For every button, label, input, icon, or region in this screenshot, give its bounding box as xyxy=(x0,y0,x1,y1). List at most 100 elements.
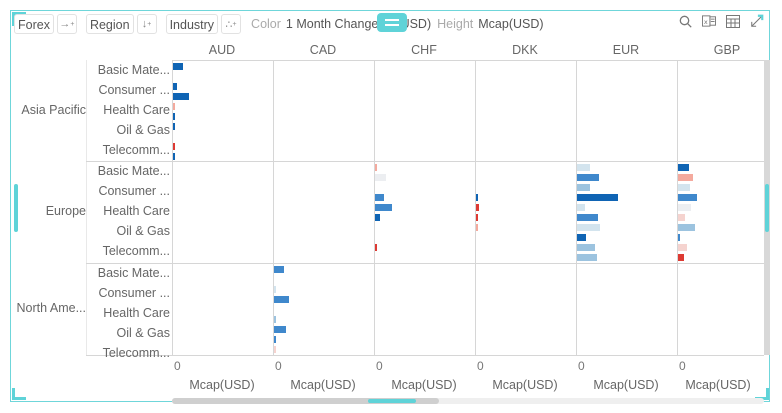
bar-mark[interactable] xyxy=(678,184,690,191)
bar-mark[interactable] xyxy=(476,194,478,201)
industry-label[interactable]: Oil & Gas xyxy=(116,224,171,238)
column-header: CAD xyxy=(309,43,337,57)
bar-mark[interactable] xyxy=(577,214,598,221)
excel-export-icon[interactable]: x xyxy=(702,14,716,28)
bar-mark[interactable] xyxy=(173,83,177,90)
resize-corner-top-left[interactable] xyxy=(12,12,26,15)
search-icon[interactable] xyxy=(678,14,692,28)
horizontal-scroll-grip[interactable] xyxy=(368,399,416,403)
axis-tick-label: 0 xyxy=(578,359,585,373)
left-resize-grip[interactable] xyxy=(14,184,18,232)
bar-mark[interactable] xyxy=(375,194,384,201)
vertical-scroll-grip[interactable] xyxy=(765,184,769,232)
bar-mark[interactable] xyxy=(577,184,590,191)
bar-mark[interactable] xyxy=(274,336,276,343)
resize-corner-bottom-right[interactable] xyxy=(766,388,769,400)
bar-mark[interactable] xyxy=(375,214,380,221)
bar-mark[interactable] xyxy=(274,346,276,353)
bar-mark[interactable] xyxy=(577,234,586,241)
grid-line-horizontal xyxy=(86,355,764,356)
region-label[interactable]: North Ame... xyxy=(16,301,86,315)
bar-mark[interactable] xyxy=(678,174,693,181)
bar-mark[interactable] xyxy=(678,224,695,231)
horizontal-scrollbar-track[interactable] xyxy=(172,398,764,404)
bar-mark[interactable] xyxy=(476,214,478,221)
industry-label[interactable]: Telecomm... xyxy=(102,244,170,258)
axis-title: Mcap(USD) xyxy=(492,378,558,392)
grid-line-vertical xyxy=(374,60,375,355)
industry-label[interactable]: Consumer ... xyxy=(98,286,170,300)
bar-mark[interactable] xyxy=(577,164,590,171)
industry-label[interactable]: Telecomm... xyxy=(102,346,170,359)
bar-mark[interactable] xyxy=(577,224,600,231)
region-label[interactable]: Asia Pacific xyxy=(21,102,86,117)
bar-mark[interactable] xyxy=(173,103,175,110)
bar-mark[interactable] xyxy=(678,164,689,171)
bar-mark[interactable] xyxy=(274,266,284,273)
region-label[interactable]: Europe xyxy=(45,204,86,218)
bar-mark[interactable] xyxy=(375,164,377,171)
bar-mark[interactable] xyxy=(173,113,175,120)
bar-mark[interactable] xyxy=(577,194,618,201)
bar-mark[interactable] xyxy=(678,244,687,251)
add-column-level-icon[interactable]: → + xyxy=(56,14,77,34)
level-region-chip[interactable]: Region xyxy=(85,14,134,34)
drag-handle-icon[interactable] xyxy=(377,13,407,32)
industry-label[interactable]: Oil & Gas xyxy=(116,326,171,340)
resize-corner-top-left-v[interactable] xyxy=(12,12,15,26)
bar-mark[interactable] xyxy=(375,204,392,211)
axis-tick-label: 0 xyxy=(477,359,484,373)
axis-tick-label: 0 xyxy=(679,359,686,373)
grid-line-horizontal xyxy=(86,263,764,264)
bar-mark[interactable] xyxy=(173,93,189,100)
toolbar-actions: x xyxy=(678,14,764,28)
bar-mark[interactable] xyxy=(274,286,276,293)
bar-mark[interactable] xyxy=(173,143,175,150)
add-detail-level-icon[interactable]: ∴ + xyxy=(221,14,242,34)
bar-mark[interactable] xyxy=(173,153,175,160)
bar-mark[interactable] xyxy=(577,254,597,261)
level-industry-chip[interactable]: Industry xyxy=(165,14,219,34)
industry-label[interactable]: Basic Mate... xyxy=(97,164,170,178)
resize-corner-bottom-left[interactable] xyxy=(12,388,15,400)
industry-label[interactable]: Basic Mate... xyxy=(97,266,170,280)
industry-label[interactable]: Health Care xyxy=(103,306,170,320)
axis-tick-label: 0 xyxy=(275,359,282,373)
bar-mark[interactable] xyxy=(678,204,691,211)
bar-mark[interactable] xyxy=(678,214,685,221)
bar-mark[interactable] xyxy=(476,204,479,211)
axis-title: Mcap(USD) xyxy=(189,378,255,392)
bar-mark[interactable] xyxy=(678,254,684,261)
table-icon[interactable] xyxy=(726,14,740,28)
level-forex-chip[interactable]: Forex xyxy=(14,14,54,34)
bar-mark[interactable] xyxy=(375,244,377,251)
industry-label[interactable]: Oil & Gas xyxy=(116,123,171,137)
grid-line-vertical xyxy=(273,60,274,355)
bar-mark[interactable] xyxy=(476,224,478,231)
bar-mark[interactable] xyxy=(274,316,276,323)
industry-label[interactable]: Basic Mate... xyxy=(97,63,170,77)
expand-icon[interactable] xyxy=(750,14,764,28)
resize-corner-bottom-left-h[interactable] xyxy=(12,397,26,400)
industry-label[interactable]: Health Care xyxy=(103,204,170,218)
bar-mark[interactable] xyxy=(577,204,585,211)
bar-mark[interactable] xyxy=(173,123,175,130)
color-label: Color xyxy=(251,17,281,31)
column-header: CHF xyxy=(411,43,437,57)
height-field[interactable]: Mcap(USD) xyxy=(478,17,544,31)
bar-mark[interactable] xyxy=(577,244,595,251)
bar-mark[interactable] xyxy=(274,326,286,333)
bar-mark[interactable] xyxy=(375,174,386,181)
bar-mark[interactable] xyxy=(274,296,289,303)
industry-label[interactable]: Consumer ... xyxy=(98,83,170,97)
industry-label[interactable]: Telecomm... xyxy=(102,143,170,157)
bar-mark[interactable] xyxy=(678,234,680,241)
add-row-level-icon[interactable]: ↓ + xyxy=(136,14,157,34)
horizontal-scrollbar-thumb[interactable] xyxy=(172,398,439,404)
color-field[interactable]: 1 Month Change % (USD) xyxy=(285,17,432,31)
industry-label[interactable]: Consumer ... xyxy=(98,184,170,198)
bar-mark[interactable] xyxy=(173,63,183,70)
bar-mark[interactable] xyxy=(577,174,599,181)
industry-label[interactable]: Health Care xyxy=(103,103,170,117)
bar-mark[interactable] xyxy=(678,194,697,201)
